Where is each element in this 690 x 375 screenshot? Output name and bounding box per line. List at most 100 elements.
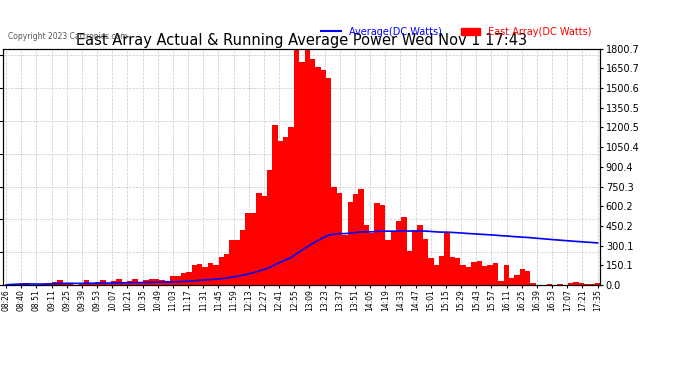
Bar xyxy=(154,279,159,285)
Bar xyxy=(111,281,117,285)
Bar xyxy=(117,279,121,285)
Bar xyxy=(439,255,444,285)
Bar xyxy=(224,254,229,285)
Bar xyxy=(444,233,450,285)
Bar xyxy=(326,78,331,285)
Bar xyxy=(106,284,111,285)
Bar xyxy=(192,266,197,285)
Bar xyxy=(186,272,192,285)
Bar xyxy=(342,235,348,285)
Bar xyxy=(273,125,277,285)
Bar xyxy=(219,256,224,285)
Bar xyxy=(240,230,246,285)
Bar xyxy=(402,217,406,285)
Bar xyxy=(353,194,358,285)
Bar xyxy=(348,202,353,285)
Bar xyxy=(514,274,520,285)
Bar xyxy=(477,261,482,285)
Bar xyxy=(493,263,498,285)
Bar xyxy=(331,187,337,285)
Bar xyxy=(267,171,273,285)
Bar xyxy=(63,283,68,285)
Bar xyxy=(498,281,504,285)
Bar xyxy=(144,280,148,285)
Bar xyxy=(46,283,52,285)
Bar xyxy=(487,265,493,285)
Bar xyxy=(170,276,175,285)
Bar xyxy=(412,230,417,285)
Bar xyxy=(423,238,428,285)
Bar xyxy=(19,284,25,285)
Bar xyxy=(504,266,509,285)
Bar xyxy=(433,266,439,285)
Bar xyxy=(148,279,154,285)
Bar xyxy=(525,271,531,285)
Bar xyxy=(288,127,294,285)
Bar xyxy=(294,50,299,285)
Bar xyxy=(229,240,235,285)
Bar xyxy=(246,213,250,285)
Bar xyxy=(450,257,455,285)
Bar xyxy=(509,278,514,285)
Bar xyxy=(406,251,412,285)
Bar xyxy=(520,269,525,285)
Bar xyxy=(52,282,57,285)
Bar xyxy=(90,284,95,285)
Bar xyxy=(391,231,396,285)
Bar xyxy=(181,273,186,285)
Bar xyxy=(283,137,288,285)
Bar xyxy=(364,225,369,285)
Bar xyxy=(250,213,256,285)
Bar xyxy=(546,284,552,285)
Bar xyxy=(558,284,562,285)
Bar xyxy=(213,265,219,285)
Bar xyxy=(57,280,63,285)
Bar xyxy=(321,70,326,285)
Bar xyxy=(375,203,380,285)
Bar xyxy=(428,258,433,285)
Text: Copyright 2023 Cartronics.com: Copyright 2023 Cartronics.com xyxy=(8,32,128,41)
Bar xyxy=(84,280,90,285)
Bar xyxy=(358,189,364,285)
Bar xyxy=(121,282,127,285)
Bar xyxy=(208,263,213,285)
Bar xyxy=(127,281,132,285)
Bar xyxy=(132,279,138,285)
Bar xyxy=(573,282,579,285)
Bar xyxy=(568,283,573,285)
Bar xyxy=(197,264,202,285)
Bar xyxy=(235,240,240,285)
Legend: Average(DC Watts), East Array(DC Watts): Average(DC Watts), East Array(DC Watts) xyxy=(317,23,595,40)
Bar xyxy=(396,221,402,285)
Bar xyxy=(589,284,595,285)
Bar xyxy=(417,225,423,285)
Bar xyxy=(175,276,181,285)
Bar xyxy=(41,284,46,285)
Bar xyxy=(310,59,315,285)
Bar xyxy=(595,283,600,285)
Bar xyxy=(337,193,342,285)
Title: East Array Actual & Running Average Power Wed Nov 1 17:43: East Array Actual & Running Average Powe… xyxy=(77,33,527,48)
Bar xyxy=(262,196,267,285)
Bar xyxy=(79,284,84,285)
Bar xyxy=(9,284,14,285)
Bar xyxy=(579,284,584,285)
Bar xyxy=(315,67,321,285)
Bar xyxy=(471,262,477,285)
Bar xyxy=(165,281,170,285)
Bar xyxy=(256,193,262,285)
Bar xyxy=(100,280,106,285)
Bar xyxy=(25,283,30,285)
Bar xyxy=(159,280,165,285)
Bar xyxy=(385,240,391,285)
Bar xyxy=(460,265,466,285)
Bar xyxy=(138,282,144,285)
Bar xyxy=(277,141,283,285)
Bar xyxy=(299,62,304,285)
Bar xyxy=(531,283,535,285)
Bar xyxy=(304,49,310,285)
Bar xyxy=(455,258,460,285)
Bar xyxy=(369,233,375,285)
Bar xyxy=(482,266,487,285)
Bar xyxy=(202,267,208,285)
